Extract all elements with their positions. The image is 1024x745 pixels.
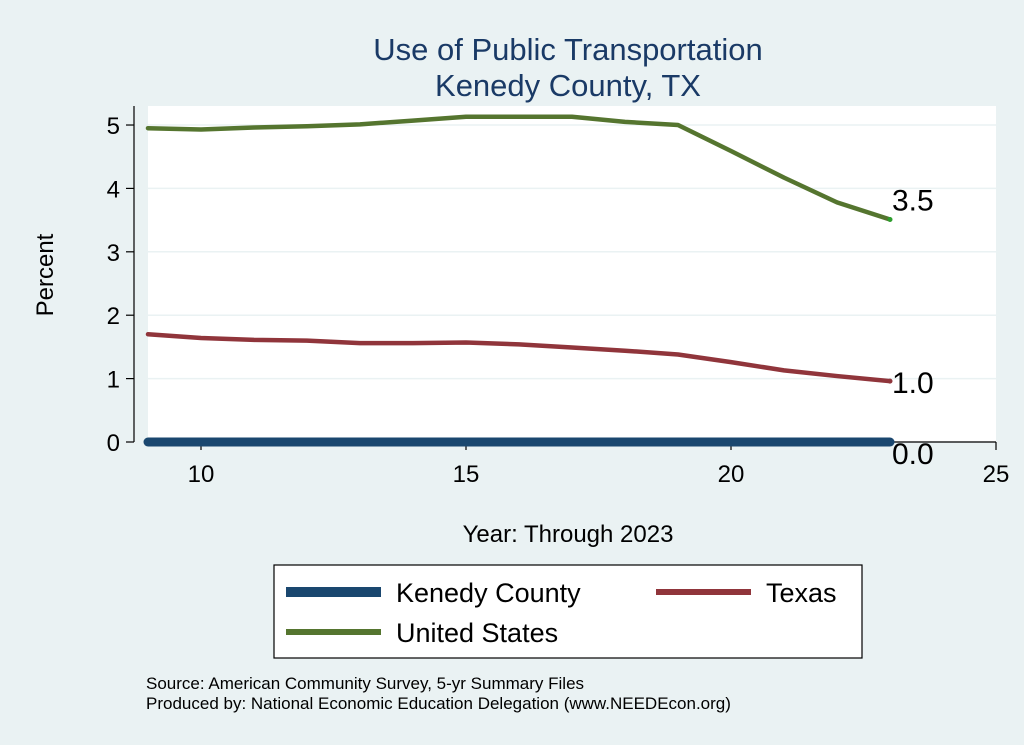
chart-title: Use of Public Transportation: [373, 32, 762, 67]
legend: [273, 564, 863, 659]
y-tick-label: 2: [107, 303, 120, 330]
x-tick-label: 15: [453, 461, 480, 488]
y-tick-label: 4: [107, 176, 120, 203]
legend-label: United States: [396, 618, 558, 648]
x-tick-label: 10: [188, 461, 215, 488]
source-note: Source: American Community Survey, 5-yr …: [146, 674, 584, 693]
series-line-2: [145, 114, 893, 222]
x-tick-label: 20: [718, 461, 745, 488]
series-end-label: 1.0: [892, 367, 934, 400]
series-line-1: [145, 331, 893, 384]
chart-subtitle: Kenedy County, TX: [435, 68, 701, 103]
y-tick-label: 5: [107, 113, 120, 140]
series-end-marker: [887, 378, 893, 384]
x-tick-label: 25: [983, 461, 1010, 488]
series-end-marker: [887, 439, 893, 445]
series-end-label: 3.5: [892, 184, 934, 217]
x-axis-ticks: 10 15 20 25: [188, 442, 1010, 488]
y-tick-label: 3: [107, 240, 120, 267]
producer-note: Produced by: National Economic Education…: [146, 694, 731, 713]
plot-area: [148, 106, 996, 442]
y-axis-ticks: 0 1 2 3 4 5: [107, 113, 134, 457]
legend-label: Texas: [766, 578, 837, 608]
series-end-marker: [887, 216, 893, 222]
y-tick-label: 0: [107, 430, 120, 457]
series-lines: [143, 114, 895, 447]
x-axis-label: Year: Through 2023: [463, 521, 674, 548]
series-end-label: 0.0: [892, 438, 934, 471]
end-labels: 0.0 1.0 3.5: [892, 184, 934, 471]
legend-items: Kenedy County Texas United States: [286, 578, 837, 648]
legend-label: Kenedy County: [396, 578, 581, 608]
y-axis-label: Percent: [32, 233, 59, 316]
y-tick-label: 1: [107, 367, 120, 394]
